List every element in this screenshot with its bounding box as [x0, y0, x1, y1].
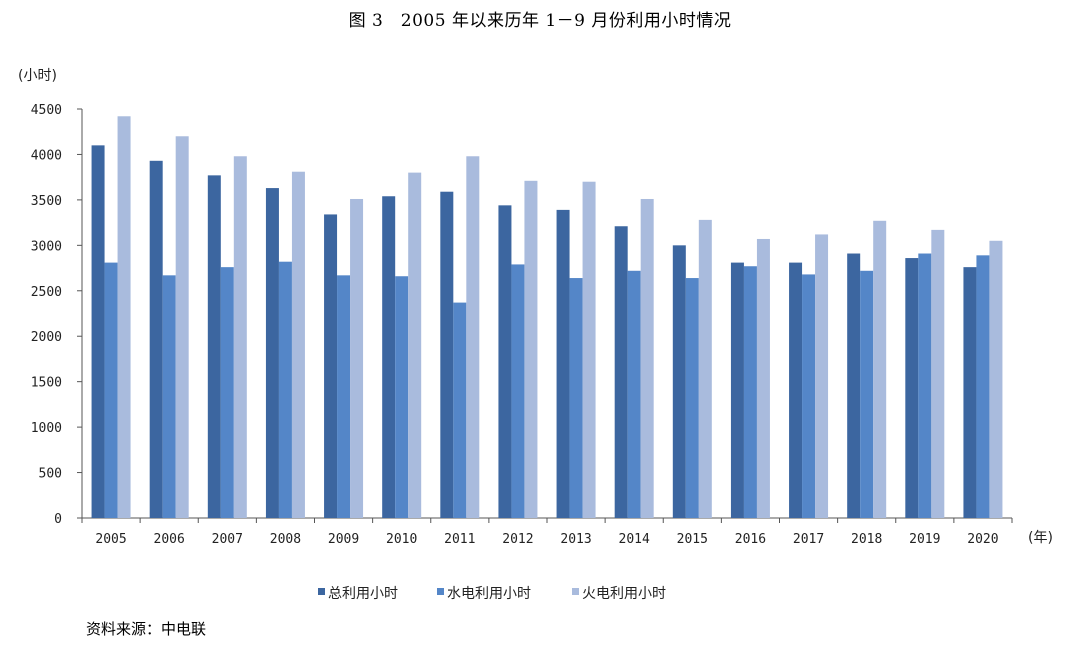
bar-水电利用小时-2019	[918, 253, 932, 518]
bar-火电利用小时-2007	[233, 156, 247, 519]
y-tick-label: 1000	[31, 421, 62, 436]
bar-水电利用小时-2008	[278, 261, 292, 518]
y-tick-labels: 0 500 1000 1500 2000 2500 3000 3500 4000 4500	[31, 103, 62, 527]
bar-水电利用小时-2010	[395, 276, 409, 518]
bar-水电利用小时-2014	[627, 270, 641, 518]
bar-水电利用小时-2013	[569, 278, 583, 518]
x-tick-label: 2016	[735, 532, 766, 547]
bar-总利用小时-2011	[440, 191, 454, 518]
bar-火电利用小时-2018	[873, 220, 887, 518]
legend-label: 水电利用小时	[447, 586, 531, 602]
legend-swatch	[572, 588, 579, 595]
bar-火电利用小时-2014	[640, 198, 654, 519]
bar-水电利用小时-2020	[976, 255, 990, 518]
x-tick-label: 2006	[154, 532, 185, 547]
y-tick-label: 500	[39, 467, 62, 482]
x-tick-label: 2013	[560, 532, 591, 547]
chart-title: 图 3 2005 年以来历年 1－9 月份利用小时情况	[348, 11, 732, 31]
bar-总利用小时-2019	[905, 258, 919, 518]
x-tick-labels: 2005 2006 2007 2008 2009 2010 2011 2012 2013 2014…	[95, 532, 998, 547]
bar-水电利用小时-2005	[104, 262, 118, 518]
x-tick-label: 2011	[444, 532, 475, 547]
x-tick-label: 2019	[909, 532, 940, 547]
source-note: 资料来源：中电联	[86, 620, 207, 638]
bar-总利用小时-2014	[614, 226, 628, 518]
bar-总利用小时-2007	[207, 175, 221, 519]
bar-火电利用小时-2020	[989, 240, 1003, 519]
bar-火电利用小时-2008	[291, 171, 305, 519]
bar-总利用小时-2012	[498, 205, 512, 518]
bar-水电利用小时-2016	[743, 266, 757, 518]
bar-水电利用小时-2012	[511, 264, 525, 518]
bar-火电利用小时-2016	[756, 238, 770, 518]
bar-水电利用小时-2009	[337, 275, 351, 518]
y-tick-label: 4500	[31, 103, 62, 118]
y-tick-label: 3500	[31, 194, 62, 209]
y-tick-label: 4000	[31, 148, 62, 163]
x-tick-label: 2012	[502, 532, 533, 547]
y-tick-label: 2000	[31, 330, 62, 345]
bar-总利用小时-2016	[730, 262, 744, 518]
x-tick-label: 2020	[967, 532, 998, 547]
y-tick-label: 3000	[31, 239, 62, 254]
legend-label: 总利用小时	[328, 586, 398, 602]
y-tick-label: 1500	[31, 376, 62, 391]
legend-swatch	[318, 588, 325, 595]
x-tick-label: 2017	[793, 532, 824, 547]
bar-总利用小时-2006	[149, 160, 163, 518]
bar-总利用小时-2013	[556, 209, 570, 519]
bar-总利用小时-2018	[847, 253, 861, 518]
bar-火电利用小时-2009	[350, 198, 364, 519]
bar-总利用小时-2005	[91, 145, 105, 518]
bar-水电利用小时-2011	[453, 302, 467, 518]
bar-火电利用小时-2006	[175, 136, 189, 518]
bar-总利用小时-2010	[382, 196, 396, 518]
x-tick-label: 2005	[95, 532, 126, 547]
y-axis-unit-label: (小时)	[18, 68, 57, 84]
bar-水电利用小时-2015	[685, 278, 699, 518]
bar-火电利用小时-2013	[582, 181, 596, 518]
bar-总利用小时-2008	[265, 188, 279, 518]
x-tick-label: 2018	[851, 532, 882, 547]
legend: 总利用小时 水电利用小时 火电利用小时	[318, 586, 666, 602]
bar-水电利用小时-2006	[162, 275, 176, 518]
bar-火电利用小时-2005	[117, 116, 131, 518]
x-tick-label: 2010	[386, 532, 417, 547]
bar-火电利用小时-2019	[931, 229, 945, 519]
bar-火电利用小时-2010	[408, 172, 422, 518]
legend-swatch	[437, 588, 444, 595]
bar-火电利用小时-2012	[524, 180, 538, 518]
bar-水电利用小时-2007	[220, 267, 234, 518]
bar-总利用小时-2015	[672, 245, 686, 519]
y-tick-label: 0	[54, 512, 62, 527]
bar-水电利用小时-2018	[860, 270, 874, 518]
bar-火电利用小时-2011	[466, 156, 480, 519]
x-tick-label: 2009	[328, 532, 359, 547]
bar-水电利用小时-2017	[802, 274, 816, 518]
x-tick-label: 2015	[677, 532, 708, 547]
bar-总利用小时-2017	[789, 262, 803, 518]
bar-火电利用小时-2017	[815, 234, 829, 518]
bars	[91, 116, 1003, 519]
bar-火电利用小时-2015	[698, 219, 712, 518]
bar-总利用小时-2009	[324, 214, 338, 519]
x-axis-unit-label: (年)	[1028, 530, 1053, 546]
x-tick-label: 2014	[619, 532, 650, 547]
y-tick-label: 2500	[31, 285, 62, 300]
x-tick-label: 2007	[212, 532, 243, 547]
bar-总利用小时-2020	[963, 267, 977, 518]
x-tick-label: 2008	[270, 532, 301, 547]
legend-label: 火电利用小时	[582, 586, 666, 602]
